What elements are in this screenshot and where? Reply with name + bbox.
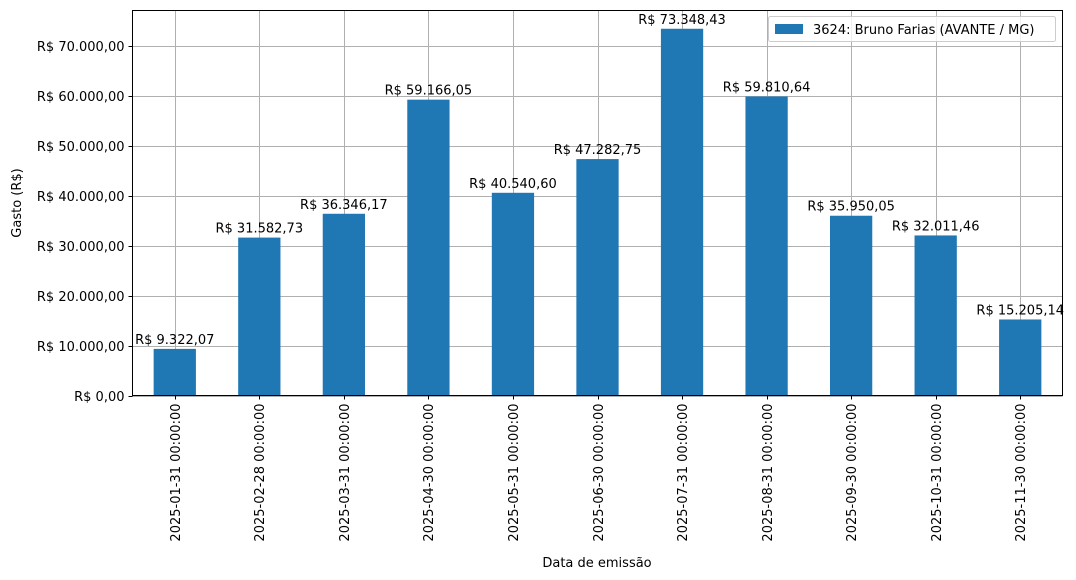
y-tick-label: R$ 30.000,00	[37, 240, 125, 255]
x-axis: 2025-01-31 00:00:00 2025-02-28 00:00:00 20…	[169, 395, 1029, 542]
bar	[491, 192, 535, 396]
bar-value-label: R$ 47.282,75	[554, 143, 642, 158]
y-tick-label: R$ 40.000,00	[37, 190, 125, 205]
y-axis: R$ 0,00 R$ 10.000,00 R$ 20.000,00 R$ 30.000…	[37, 40, 133, 405]
bar-value-label: R$ 15.205,14	[976, 303, 1064, 318]
bar-value-labels: R$ 9.322,07 R$ 31.582,73 R$ 36.346,17 R$ 59…	[135, 13, 1064, 348]
x-tick-label: 2025-04-30 00:00:00	[422, 404, 437, 542]
bar	[322, 213, 365, 396]
bar	[830, 215, 873, 396]
bar-value-label: R$ 31.582,73	[216, 222, 304, 237]
legend-box	[768, 16, 1056, 42]
bar-value-label: R$ 32.011,46	[892, 219, 980, 234]
bar	[999, 319, 1042, 396]
y-tick-label: R$ 60.000,00	[37, 90, 125, 105]
x-tick-label: 2025-03-31 00:00:00	[338, 404, 353, 542]
x-tick-label: 2025-09-30 00:00:00	[845, 404, 860, 542]
x-tick-label: 2025-10-31 00:00:00	[930, 404, 945, 542]
bar	[660, 28, 704, 396]
y-tick-label: R$ 10.000,00	[37, 340, 125, 355]
bar-value-label: R$ 59.810,64	[723, 80, 811, 95]
bar	[914, 235, 957, 396]
y-tick-label: R$ 70.000,00	[37, 40, 125, 55]
plot-frame	[132, 10, 1063, 396]
bar-value-label: R$ 73.348,43	[638, 13, 726, 28]
legend-swatch	[775, 24, 803, 34]
y-tick-label: R$ 0,00	[74, 390, 124, 405]
y-axis-title: Gasto (R$)	[10, 168, 25, 237]
x-tick-label: 2025-06-30 00:00:00	[592, 404, 607, 542]
x-tick-label: 2025-08-31 00:00:00	[761, 404, 776, 542]
x-tick-label: 2025-07-31 00:00:00	[676, 404, 691, 542]
x-axis-title: Data de emissão	[542, 556, 651, 571]
bar	[238, 237, 281, 396]
x-tick-label: 2025-11-30 00:00:00	[1014, 404, 1029, 542]
x-tick-label: 2025-05-31 00:00:00	[507, 404, 522, 542]
x-tick-label: 2025-01-31 00:00:00	[169, 404, 184, 542]
bar-value-label: R$ 35.950,05	[807, 200, 895, 215]
bar-value-label: R$ 40.540,60	[469, 177, 557, 192]
bars	[153, 28, 1042, 396]
legend-label: 3624: Bruno Farias (AVANTE / MG)	[813, 23, 1034, 38]
bar	[153, 348, 196, 396]
legend: 3624: Bruno Farias (AVANTE / MG)	[768, 16, 1056, 42]
x-tick-label: 2025-02-28 00:00:00	[253, 404, 268, 542]
bar	[407, 99, 450, 396]
y-tick-label: R$ 20.000,00	[37, 290, 125, 305]
bar-value-label: R$ 9.322,07	[135, 333, 214, 348]
y-tick-label: R$ 50.000,00	[37, 140, 125, 155]
bar	[745, 96, 788, 396]
bar	[576, 159, 619, 396]
bar-value-label: R$ 36.346,17	[300, 198, 388, 213]
bar-value-label: R$ 59.166,05	[385, 84, 473, 99]
